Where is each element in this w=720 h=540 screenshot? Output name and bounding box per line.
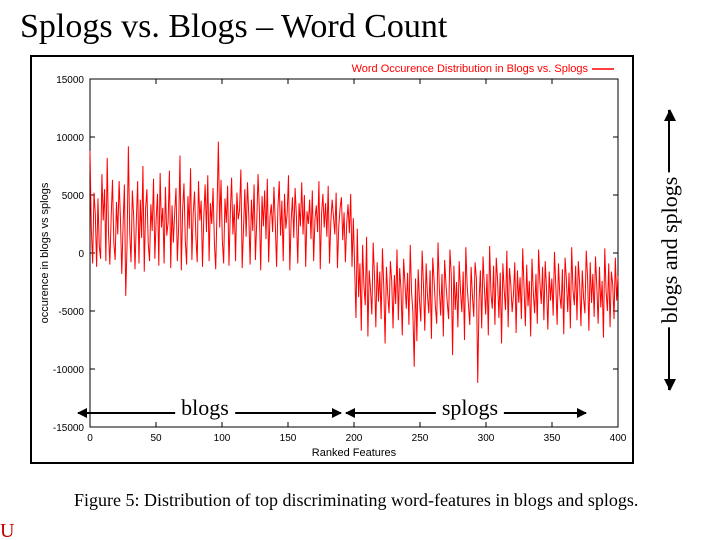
- side-label-text: blogs and splogs: [657, 173, 683, 328]
- svg-text:100: 100: [214, 433, 231, 444]
- svg-text:occurence in blogs vs splogs: occurence in blogs vs splogs: [39, 182, 51, 323]
- svg-text:Word Occurence Distribution in: Word Occurence Distribution in Blogs vs.…: [352, 63, 589, 75]
- svg-text:150: 150: [280, 433, 297, 444]
- slide-root: Splogs vs. Blogs – Word Count -15000 -100…: [0, 0, 720, 540]
- svg-text:-5000: -5000: [58, 307, 84, 318]
- figure-caption: Figure 5: Distribution of top discrimina…: [74, 490, 654, 511]
- svg-text:50: 50: [150, 433, 162, 444]
- svg-text:0: 0: [87, 433, 93, 444]
- word-count-chart: -15000 -10000 -5000 0 5000 10000 15000 0 50 100 15…: [30, 55, 634, 464]
- svg-text:15000: 15000: [56, 75, 84, 86]
- region-label-splogs: splogs: [436, 395, 504, 421]
- svg-text:Ranked Features: Ranked Features: [312, 447, 397, 459]
- svg-text:350: 350: [544, 433, 561, 444]
- svg-text:200: 200: [346, 433, 363, 444]
- svg-text:-15000: -15000: [53, 423, 85, 434]
- svg-text:300: 300: [478, 433, 495, 444]
- svg-text:250: 250: [412, 433, 429, 444]
- slide-title: Splogs vs. Blogs – Word Count: [20, 8, 447, 46]
- red-margin-mark: U: [0, 520, 14, 540]
- svg-text:400: 400: [610, 433, 627, 444]
- svg-text:5000: 5000: [62, 191, 85, 202]
- svg-text:0: 0: [78, 249, 84, 260]
- region-label-blogs: blogs: [175, 395, 235, 421]
- svg-text:-10000: -10000: [53, 365, 85, 376]
- svg-text:10000: 10000: [56, 133, 84, 144]
- chart-svg: -15000 -10000 -5000 0 5000 10000 15000 0 50 100 15…: [32, 57, 632, 462]
- side-annotation: blogs and splogs: [640, 110, 700, 390]
